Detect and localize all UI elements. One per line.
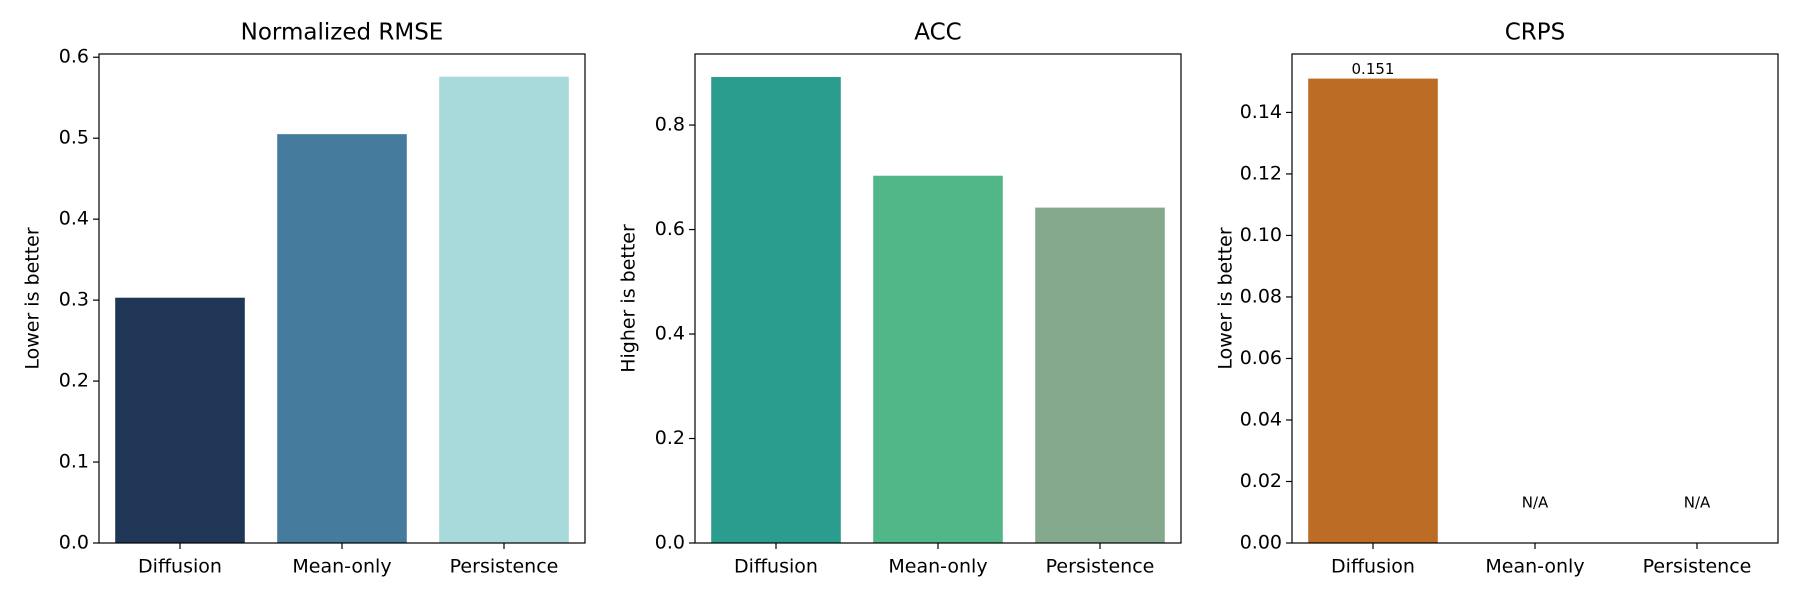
chart-title: ACC bbox=[914, 20, 961, 46]
y-tick-label: 0.00 bbox=[1240, 532, 1282, 554]
value-label: 0.151 bbox=[1352, 60, 1395, 78]
y-tick-label: 0.4 bbox=[655, 323, 685, 345]
x-tick-label: Persistence bbox=[450, 556, 559, 578]
y-tick-label: 0.8 bbox=[655, 114, 685, 136]
y-tick-label: 0.6 bbox=[655, 218, 685, 240]
y-axis-label: Lower is better bbox=[22, 227, 44, 370]
bar bbox=[873, 175, 1003, 543]
x-tick-label: Diffusion bbox=[734, 556, 818, 578]
chart-title: Normalized RMSE bbox=[241, 20, 444, 46]
y-tick-label: 0.3 bbox=[59, 289, 89, 311]
x-tick-label: Persistence bbox=[1046, 556, 1155, 578]
axes-frame bbox=[98, 53, 586, 544]
y-tick-label: 0.0 bbox=[655, 532, 685, 554]
y-tick-label: 0.12 bbox=[1240, 162, 1282, 184]
y-axis-label: Lower is better bbox=[1215, 227, 1237, 370]
bar bbox=[439, 76, 569, 543]
y-tick-label: 0.10 bbox=[1240, 224, 1282, 246]
y-tick-label: 0.14 bbox=[1240, 101, 1282, 123]
y-tick-label: 0.5 bbox=[59, 127, 89, 149]
y-tick-label: 0.06 bbox=[1240, 347, 1282, 369]
x-tick-label: Mean-only bbox=[292, 556, 391, 578]
x-tick-label: Persistence bbox=[1643, 556, 1752, 578]
y-tick-label: 0.0 bbox=[59, 532, 89, 554]
value-label: N/A bbox=[1684, 494, 1711, 512]
bar bbox=[711, 76, 841, 543]
y-tick-label: 0.4 bbox=[59, 208, 89, 230]
bar bbox=[1035, 207, 1165, 543]
bar bbox=[1308, 78, 1438, 544]
axes-frame bbox=[694, 53, 1182, 544]
y-tick-label: 0.08 bbox=[1240, 285, 1282, 307]
y-tick-label: 0.02 bbox=[1240, 470, 1282, 492]
y-tick-label: 0.2 bbox=[59, 370, 89, 392]
x-tick-label: Diffusion bbox=[1331, 556, 1415, 578]
chart-title: CRPS bbox=[1505, 20, 1566, 46]
x-tick-label: Mean-only bbox=[888, 556, 987, 578]
y-axis-label: Higher is better bbox=[618, 224, 640, 373]
y-tick-label: 0.2 bbox=[655, 427, 685, 449]
bar bbox=[277, 134, 407, 543]
bar bbox=[115, 297, 245, 543]
y-tick-label: 0.1 bbox=[59, 451, 89, 473]
x-tick-label: Mean-only bbox=[1485, 556, 1584, 578]
y-tick-label: 0.04 bbox=[1240, 408, 1282, 430]
axes-frame bbox=[1291, 53, 1779, 544]
x-tick-label: Diffusion bbox=[138, 556, 222, 578]
value-label: N/A bbox=[1522, 494, 1549, 512]
y-tick-label: 0.6 bbox=[59, 46, 89, 68]
